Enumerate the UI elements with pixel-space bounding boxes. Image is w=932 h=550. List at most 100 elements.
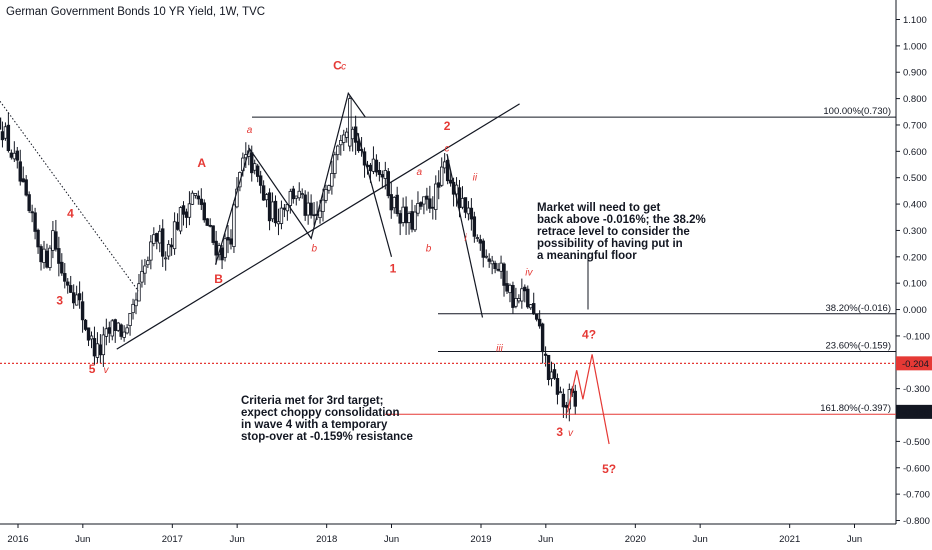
wave-label: iii [496, 344, 503, 355]
candle [431, 206, 435, 209]
candle [564, 404, 569, 408]
dotted-trendline [0, 100, 139, 292]
candle [98, 344, 103, 356]
candle [155, 233, 159, 242]
candle [39, 246, 43, 263]
candle [264, 194, 269, 201]
candle [36, 229, 40, 248]
candle [505, 283, 509, 292]
wave-label: 3 [56, 293, 63, 307]
candle [327, 185, 331, 191]
wave-label: A [197, 156, 206, 170]
y-tick-label: 0.700 [903, 120, 927, 131]
candle [368, 164, 373, 172]
candle [526, 288, 530, 308]
candle [33, 212, 37, 232]
note-line: expect choppy consolidation [241, 407, 400, 419]
candle [520, 288, 524, 302]
candle [0, 131, 5, 141]
x-tick-label: 2020 [625, 534, 646, 545]
candle [110, 320, 114, 337]
candle [57, 248, 61, 264]
candle [475, 237, 480, 239]
candle [104, 328, 109, 337]
candle [122, 331, 126, 338]
candle [270, 201, 275, 220]
candle [353, 126, 358, 143]
candle [534, 313, 539, 320]
candle [434, 183, 438, 210]
candle [537, 318, 542, 327]
wave-label: c [445, 143, 450, 154]
x-tick-label: Jun [229, 534, 244, 545]
candle [401, 206, 405, 223]
note-line: in wave 4 with a temporary [241, 419, 388, 431]
candle [187, 203, 192, 218]
candle [229, 238, 233, 245]
note-line: a meaningful floor [537, 250, 637, 262]
wave-label: b [312, 244, 318, 255]
candle [15, 150, 19, 161]
y-tick-label: -0.300 [903, 384, 930, 395]
candle [66, 281, 70, 286]
candle [0, 117, 2, 130]
candle [172, 221, 177, 250]
candle [253, 163, 257, 171]
candle [377, 169, 382, 175]
candle [428, 198, 432, 209]
candle [158, 230, 162, 244]
candle [395, 194, 399, 214]
candle [460, 197, 465, 208]
y-tick-label: 0.500 [903, 173, 927, 184]
candle [137, 283, 141, 302]
candle [342, 134, 346, 143]
candle [276, 221, 281, 225]
note-line: Market will need to get [537, 202, 661, 214]
candle [532, 303, 536, 315]
candle [161, 228, 165, 257]
wave-label: v [568, 428, 574, 439]
candle [86, 327, 91, 341]
y-tick-label: 0.100 [903, 279, 927, 290]
candle [190, 192, 195, 205]
candle [6, 124, 11, 151]
candle [404, 206, 408, 224]
x-tick-label: 2019 [470, 534, 491, 545]
candle [220, 247, 224, 261]
candle [131, 303, 135, 314]
candle [300, 193, 304, 195]
candle [463, 197, 468, 213]
candle [499, 262, 503, 272]
candle [77, 293, 82, 301]
candle [71, 292, 76, 304]
candle [226, 236, 230, 241]
candle [101, 334, 106, 356]
candle [178, 207, 183, 232]
candle [514, 298, 518, 307]
candle [371, 158, 376, 172]
y-tick-label: -0.600 [903, 463, 930, 474]
candle [437, 182, 441, 188]
fib-level-label: 100.00%(0.730) [823, 106, 891, 117]
note-line: possibility of having put in [537, 238, 683, 250]
candle [9, 152, 14, 158]
candle [74, 294, 79, 306]
wave-label: 4? [582, 328, 596, 342]
candle [279, 207, 284, 224]
wave-label: b [426, 244, 432, 255]
candle [199, 198, 204, 205]
candle [288, 191, 293, 206]
y-tick-label: 0.300 [903, 226, 927, 237]
wave-label: C [333, 59, 342, 73]
candle [152, 234, 156, 244]
candle [324, 189, 328, 201]
wave-label: v [103, 365, 109, 376]
candle [12, 152, 17, 160]
candle [543, 353, 548, 356]
candle [558, 391, 563, 394]
candle [116, 322, 120, 331]
candle [211, 225, 215, 243]
fib-level-label: 23.60%(-0.159) [826, 340, 891, 351]
candle [69, 285, 73, 293]
